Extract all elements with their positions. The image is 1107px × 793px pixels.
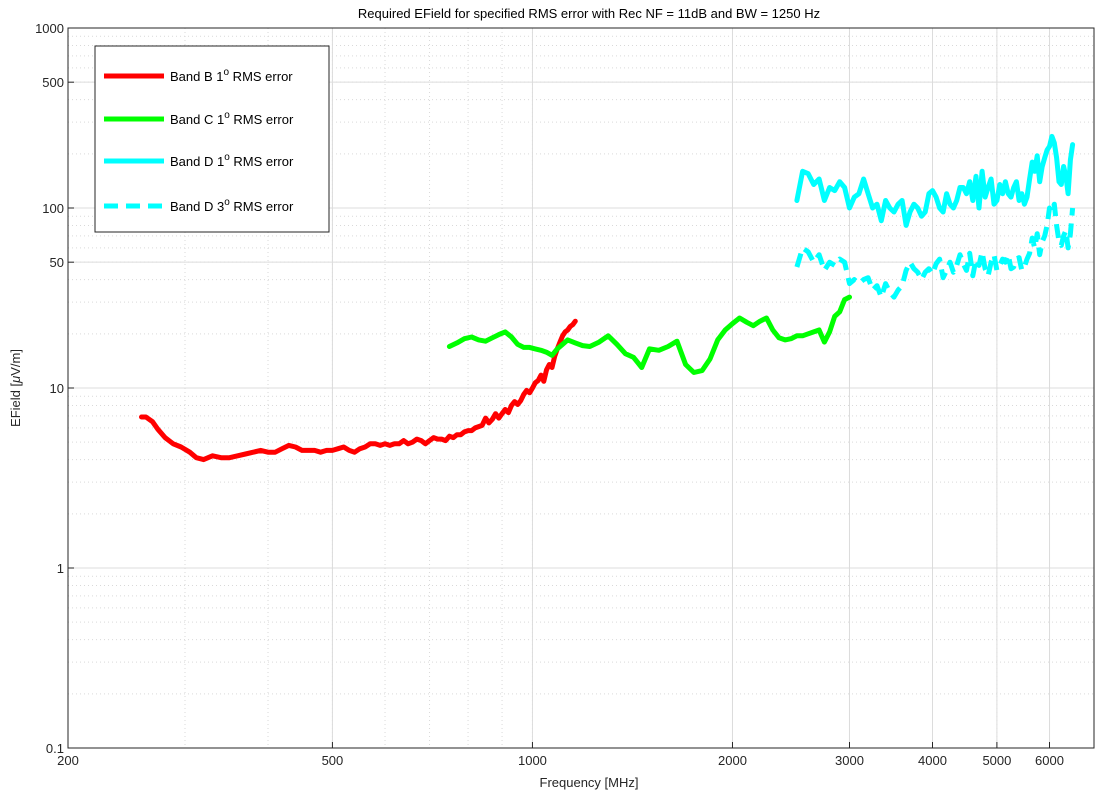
y-tick-label: 50 [50,255,64,270]
legend-label-4: Band D 3o RMS error [170,197,294,214]
x-tick-label: 3000 [835,753,864,768]
y-tick-label: 500 [42,75,64,90]
legend-label-3: Band D 1o RMS error [170,152,294,169]
legend-label-1: Band B 1o RMS error [170,67,293,84]
y-axis-label-unit: V/m] [8,349,23,376]
y-axis-label-prefix: EField [ [8,383,23,427]
x-tick-label: 500 [322,753,344,768]
axis-ticks: 200 500 1000 2000 3000 4000 5000 6000 0.1 1 10 50 10… [35,21,1064,768]
y-tick-label: 10 [50,381,64,396]
x-axis-label: Frequency [MHz] [540,775,639,790]
y-tick-label: 1000 [35,21,64,36]
y-axis-label-mu: μ [8,376,23,384]
x-tick-label: 5000 [982,753,1011,768]
y-tick-label: 100 [42,201,64,216]
chart-title: Required EField for specified RMS error … [358,6,820,21]
series-line-4 [794,201,1076,300]
series-layer [139,133,1076,463]
legend-label-2: Band C 1o RMS error [170,110,294,127]
y-axis-label: EField [μV/m] [8,349,23,427]
x-tick-label: 6000 [1035,753,1064,768]
x-tick-label: 2000 [718,753,747,768]
x-tick-label: 1000 [518,753,547,768]
y-tick-label: 1 [57,561,64,576]
series-line-1 [139,318,578,463]
x-tick-label: 4000 [918,753,947,768]
series-line-3 [794,133,1076,228]
y-tick-label: 0.1 [46,741,64,756]
x-tick-label: 200 [57,753,79,768]
series-line-2 [446,294,852,375]
legend: Band B 1o RMS error Band C 1o RMS error Ba… [94,45,330,233]
